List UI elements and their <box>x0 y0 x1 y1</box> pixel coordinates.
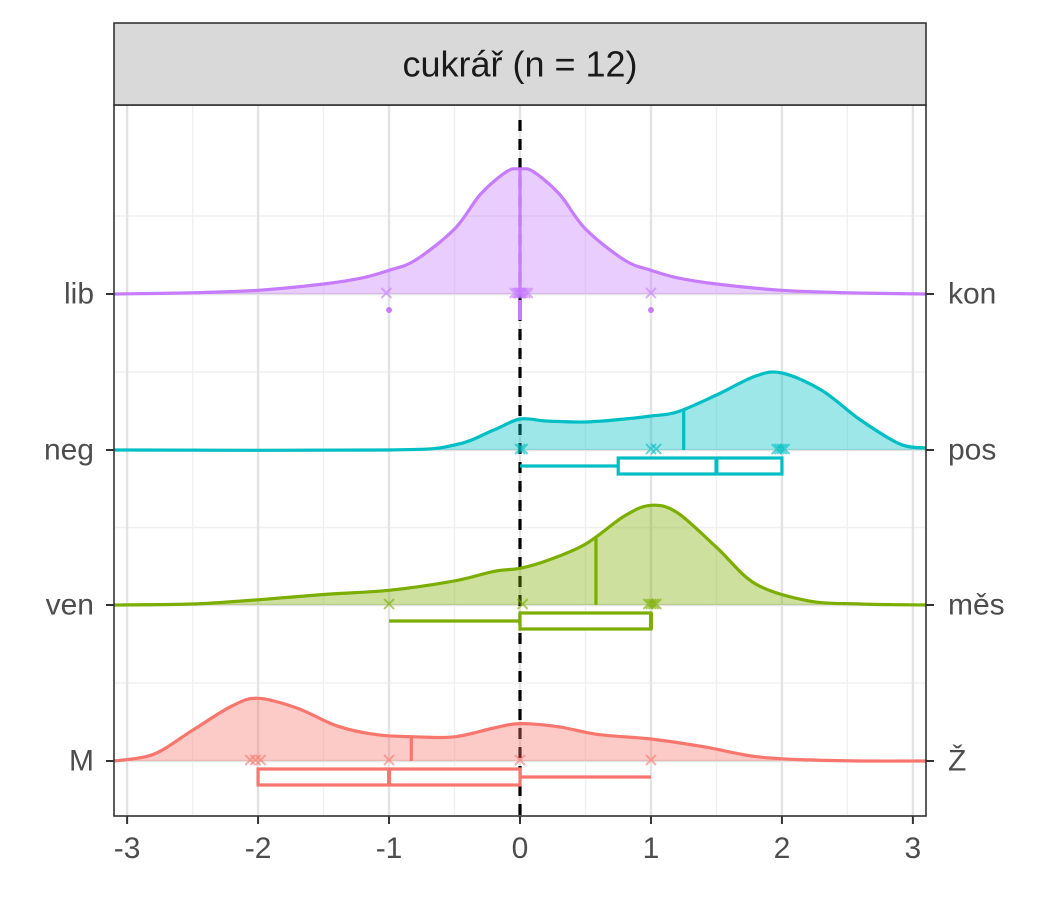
data-point <box>519 287 531 299</box>
boxplot <box>386 300 654 320</box>
data-point <box>380 287 393 299</box>
data-point <box>776 443 788 455</box>
box-outlier <box>386 307 393 313</box>
y-label-right: kon <box>948 278 996 311</box>
density-curve <box>113 503 927 607</box>
data-points <box>383 598 662 610</box>
data-point <box>249 754 262 766</box>
boxplot <box>389 611 653 631</box>
data-point <box>516 287 529 299</box>
density-area <box>114 505 926 605</box>
x-tick-label: -1 <box>376 832 403 865</box>
y-label-left: neg <box>44 434 94 467</box>
data-point <box>645 443 657 455</box>
data-point <box>244 754 256 766</box>
data-points <box>514 443 791 455</box>
y-label-right: Ž <box>948 745 966 778</box>
density-curve <box>113 370 927 452</box>
data-point <box>645 287 657 299</box>
data-point <box>254 754 267 766</box>
data-points <box>244 754 657 766</box>
data-points <box>380 287 657 299</box>
data-point <box>778 443 791 455</box>
data-point <box>645 598 657 610</box>
series-neg <box>113 370 927 476</box>
y-label-right: pos <box>948 434 996 467</box>
box-iqr <box>616 456 784 476</box>
data-point <box>645 754 657 766</box>
data-point <box>773 443 786 455</box>
data-point <box>514 754 526 766</box>
y-label-right: měs <box>948 589 1005 622</box>
x-tick-label: 1 <box>643 832 660 865</box>
y-label-left: ven <box>46 589 94 622</box>
data-point <box>650 598 662 610</box>
facet-strip-background <box>113 22 927 106</box>
density-curve <box>113 696 927 763</box>
box-iqr <box>518 611 653 631</box>
data-point <box>516 598 529 610</box>
facet-strip-title: cukrář (n = 12) <box>402 44 637 85</box>
x-tick-label: -2 <box>245 832 272 865</box>
series-lib <box>113 167 927 320</box>
data-point <box>650 443 662 455</box>
x-tick-label: 0 <box>512 832 529 865</box>
box-outlier <box>647 307 654 313</box>
data-point <box>514 443 526 455</box>
density-area <box>114 698 926 762</box>
facet-strip: cukrář (n = 12) <box>113 22 927 106</box>
data-point <box>516 443 529 455</box>
data-point <box>647 598 660 610</box>
boxplot <box>256 767 651 787</box>
boxplot <box>520 456 784 476</box>
series-layer <box>113 167 927 787</box>
series-M <box>113 696 927 787</box>
y-label-left: M <box>69 745 94 778</box>
data-point <box>383 754 395 766</box>
density-area <box>114 371 926 451</box>
axes: -3 -2 -1 0 1 2 3 lib kon neg pos ven měs M Ž <box>44 278 1005 866</box>
x-tick-label: 3 <box>905 832 922 865</box>
data-point <box>383 598 395 610</box>
x-tick-label: 2 <box>774 832 791 865</box>
x-tick-label: -3 <box>114 832 141 865</box>
data-point <box>522 287 534 299</box>
series-ven <box>113 503 927 631</box>
y-label-left: lib <box>64 278 94 311</box>
